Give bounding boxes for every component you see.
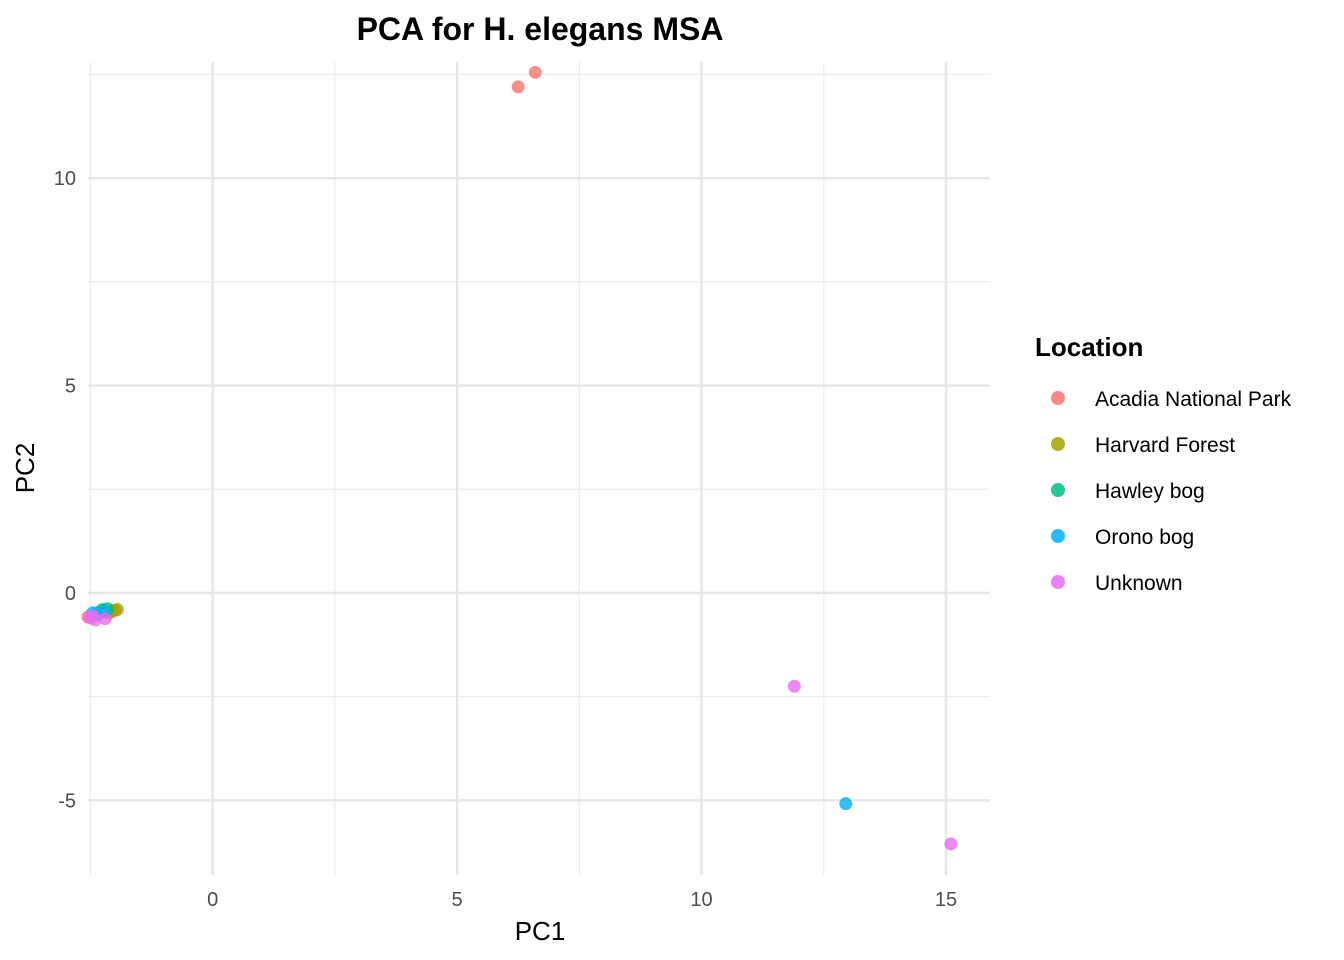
legend-label: Harvard Forest [1095, 434, 1235, 457]
y-tick-label: 5 [65, 376, 76, 398]
x-tick-label: 0 [207, 889, 218, 911]
data-points [81, 65, 958, 851]
x-tick-label: 15 [935, 889, 957, 911]
x-tick-label: 10 [690, 889, 712, 911]
data-point [839, 797, 853, 811]
legend-label: Acadia National Park [1095, 388, 1292, 411]
legend-label: Unknown [1095, 572, 1183, 595]
x-tick-label: 5 [452, 889, 463, 911]
data-point [86, 609, 100, 623]
legend-key [1051, 437, 1065, 451]
x-axis-title: PC1 [515, 916, 566, 946]
y-tick-label: 10 [54, 168, 76, 190]
legend-label: Hawley bog [1095, 480, 1205, 503]
y-tick-label: -5 [58, 790, 76, 812]
legend-key [1051, 483, 1065, 497]
legend-key [1051, 575, 1065, 589]
legend-title: Location [1035, 332, 1143, 362]
y-axis-title: PC2 [10, 443, 40, 494]
data-point [944, 837, 958, 851]
y-tick-label: 0 [65, 583, 76, 605]
legend-key [1051, 529, 1065, 543]
legend: Location Acadia National Park Harvard For… [1035, 332, 1292, 595]
plot-grid [88, 62, 990, 875]
data-point [511, 80, 525, 94]
data-point [98, 612, 112, 626]
data-point [787, 679, 801, 693]
chart-title: PCA for H. elegans MSA [357, 11, 724, 47]
legend-key [1051, 391, 1065, 405]
axis-ticks: 0 5 10 15 -5 0 5 10 [54, 168, 957, 911]
legend-label: Orono bog [1095, 526, 1194, 549]
data-point [528, 65, 542, 79]
